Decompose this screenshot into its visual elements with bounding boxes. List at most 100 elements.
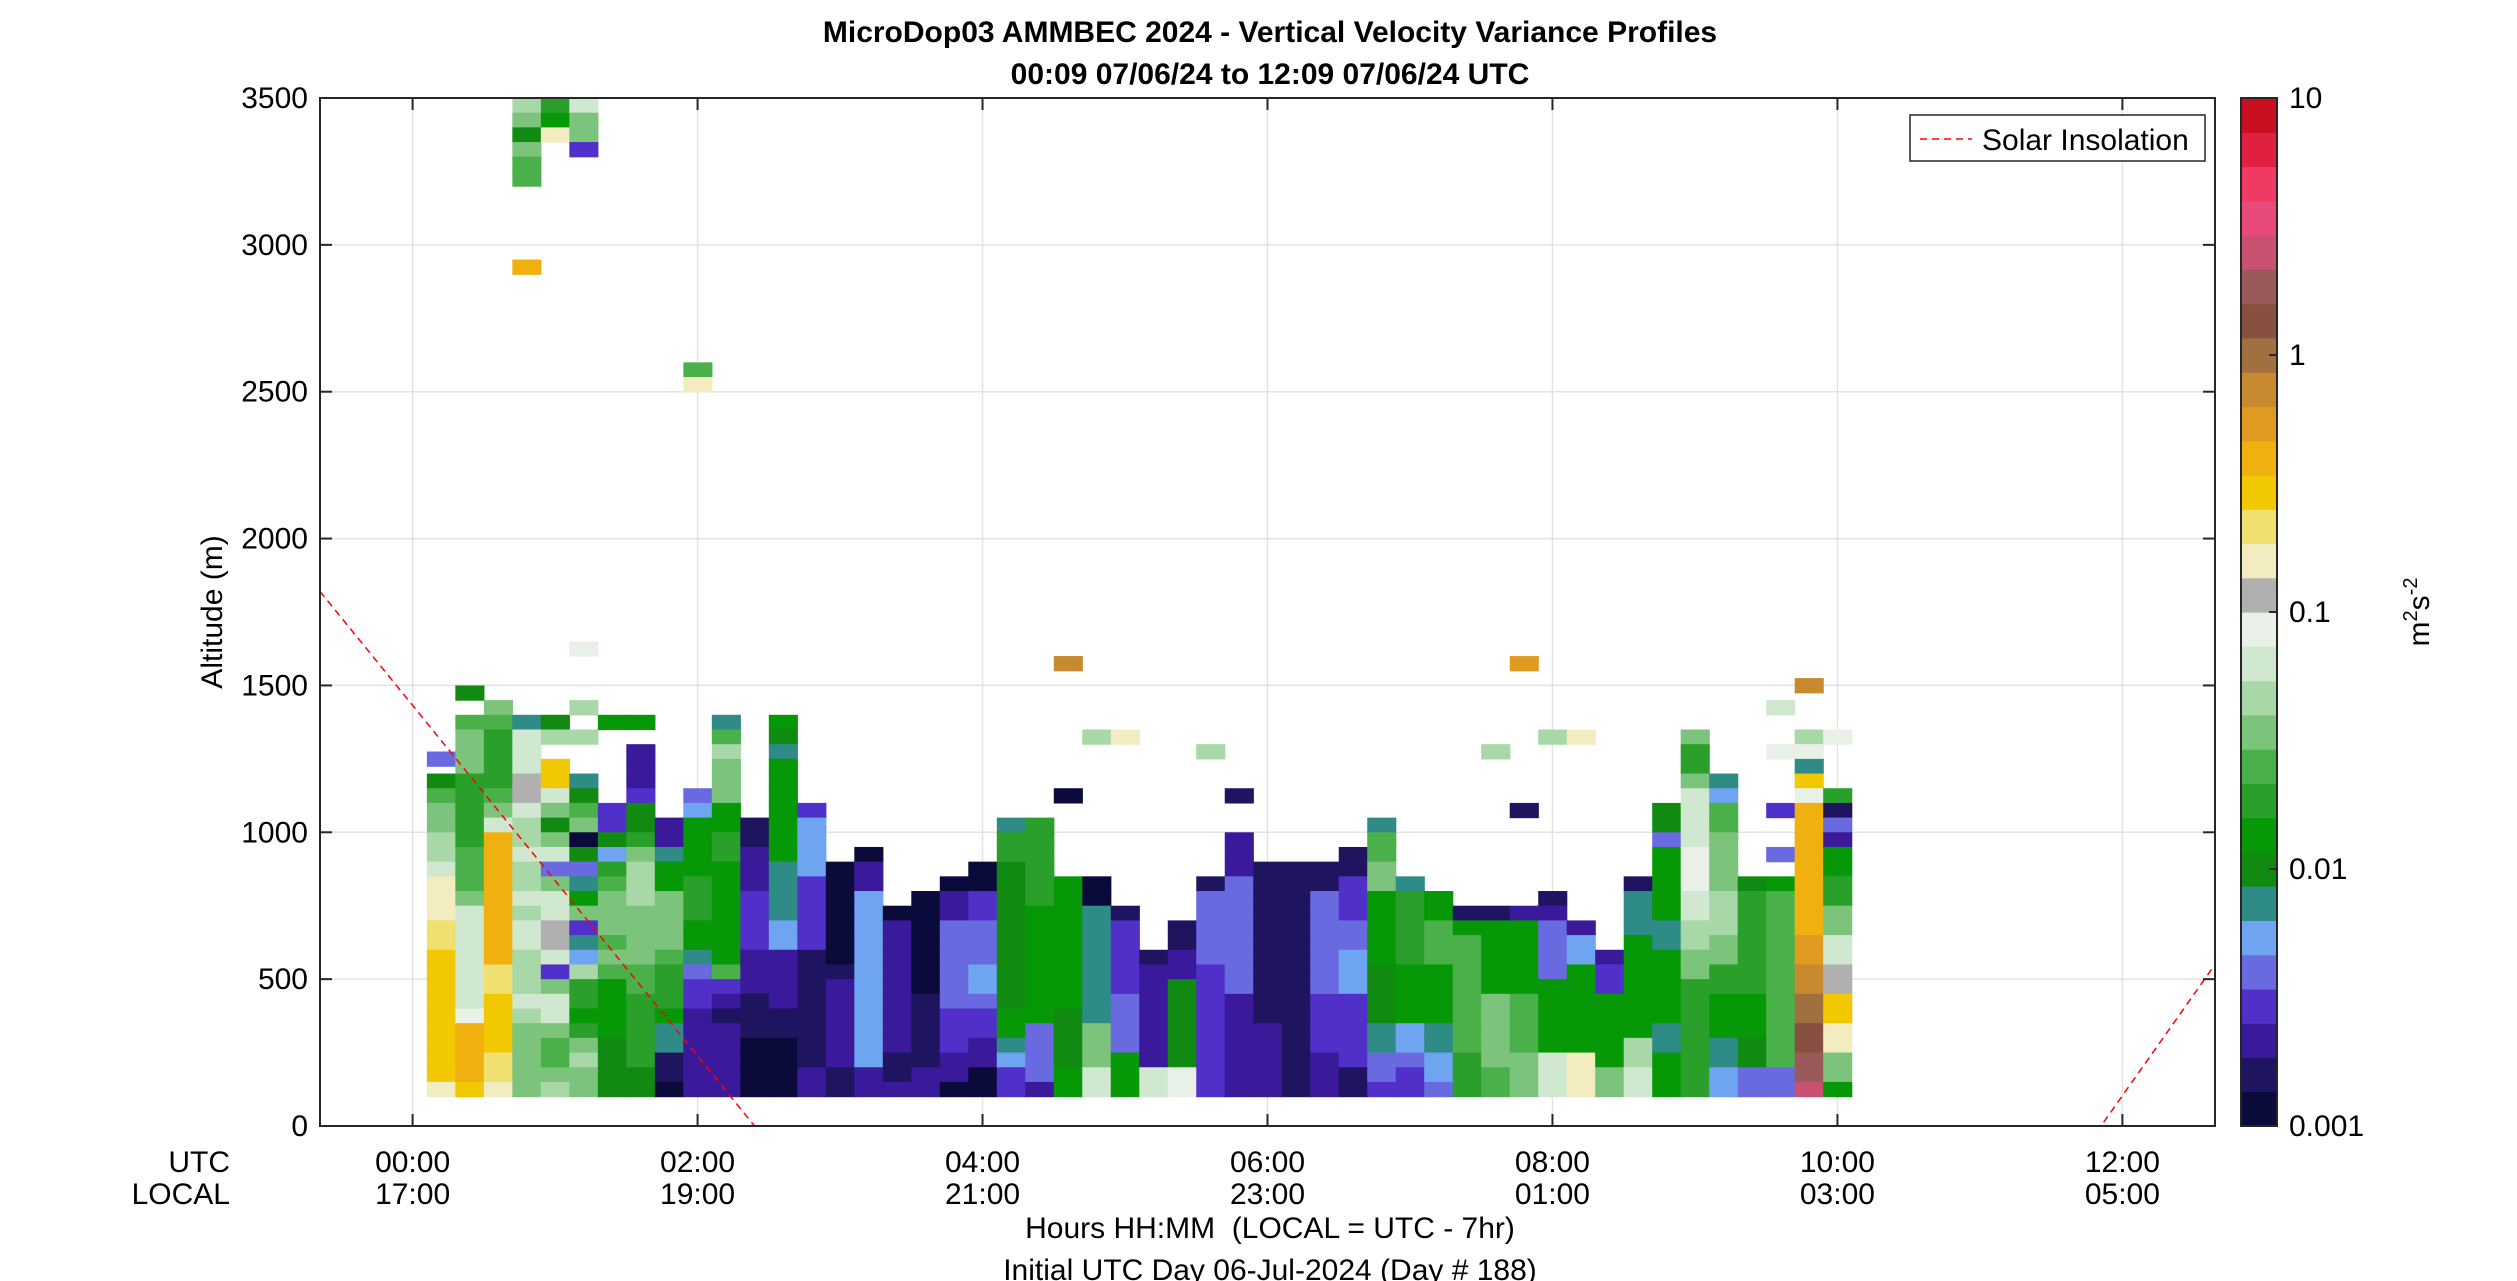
- heatmap-cell: [1481, 1037, 1511, 1054]
- x-tick-label-utc: 12:00: [2085, 1146, 2160, 1179]
- heatmap-cell: [540, 1081, 570, 1098]
- heatmap-cell: [683, 377, 713, 393]
- x-tick-label-local: 23:00: [1230, 1178, 1305, 1211]
- heatmap-cell: [597, 1052, 627, 1068]
- heatmap-cell: [569, 817, 599, 833]
- heatmap-cell: [996, 993, 1026, 1010]
- heatmap-cell: [1196, 1081, 1226, 1098]
- heatmap-cell: [996, 1008, 1026, 1024]
- heatmap-cell: [455, 846, 485, 863]
- heatmap-cell: [1538, 1008, 1568, 1024]
- heatmap-cell: [683, 1081, 713, 1098]
- heatmap-cell: [1766, 1008, 1796, 1024]
- heatmap-cell: [797, 949, 827, 966]
- heatmap-cell: [1367, 861, 1397, 877]
- heatmap-cell: [626, 876, 656, 892]
- heatmap-cell: [569, 98, 599, 114]
- heatmap-cell: [1794, 758, 1824, 775]
- heatmap-cell: [1082, 1037, 1112, 1054]
- heatmap-cell: [1823, 1008, 1853, 1024]
- heatmap-cell: [1025, 935, 1055, 951]
- heatmap-cell: [1623, 1067, 1653, 1083]
- heatmap-cell: [768, 1067, 798, 1083]
- y-tick-label: 0: [291, 1110, 308, 1143]
- heatmap-cell: [626, 891, 656, 907]
- heatmap-cell: [1709, 964, 1739, 980]
- heatmap-cell: [683, 832, 713, 848]
- heatmap-cell: [483, 773, 513, 789]
- heatmap-cell: [426, 891, 456, 907]
- heatmap-cell: [1281, 949, 1311, 966]
- heatmap-cell: [1053, 905, 1083, 921]
- heatmap-cell: [711, 1081, 741, 1098]
- heatmap-cell: [1595, 1008, 1625, 1024]
- heatmap-cell: [1196, 979, 1226, 995]
- heatmap-cell: [1509, 802, 1539, 819]
- heatmap-cell: [968, 1067, 998, 1083]
- heatmap-cell: [683, 905, 713, 921]
- heatmap-cell: [968, 979, 998, 995]
- heatmap-cell: [455, 964, 485, 980]
- heatmap-cell: [996, 876, 1026, 892]
- heatmap-cell: [768, 1081, 798, 1098]
- heatmap-cell: [1509, 964, 1539, 980]
- heatmap-cell: [1424, 1008, 1454, 1024]
- heatmap-cell: [483, 846, 513, 863]
- heatmap-cell: [1110, 964, 1140, 980]
- heatmap-cell: [1623, 1023, 1653, 1039]
- heatmap-cell: [426, 802, 456, 819]
- heatmap-cell: [1053, 1023, 1083, 1039]
- heatmap-cell: [939, 1067, 969, 1083]
- heatmap-cell: [540, 729, 570, 745]
- heatmap-cell: [711, 1037, 741, 1054]
- heatmap-cell: [1053, 949, 1083, 966]
- heatmap-cell: [1367, 817, 1397, 833]
- heatmap-cell: [512, 259, 542, 275]
- heatmap-cell: [512, 935, 542, 951]
- heatmap-cell: [1538, 1081, 1568, 1098]
- heatmap-cell: [882, 949, 912, 966]
- heatmap-cell: [455, 905, 485, 921]
- heatmap-cell: [1794, 891, 1824, 907]
- heatmap-cell: [1794, 979, 1824, 995]
- colorbar-segment: [2241, 714, 2277, 750]
- heatmap-cell: [512, 817, 542, 833]
- heatmap-cell: [455, 1052, 485, 1068]
- heatmap-cell: [1538, 949, 1568, 966]
- heatmap-cell: [455, 1008, 485, 1024]
- heatmap-cell: [1652, 920, 1682, 936]
- heatmap-cell: [1823, 935, 1853, 951]
- heatmap-cell: [1224, 891, 1254, 907]
- heatmap-cell: [1053, 920, 1083, 936]
- heatmap-cell: [540, 979, 570, 995]
- heatmap-cell: [939, 920, 969, 936]
- heatmap-cell: [1367, 1081, 1397, 1098]
- heatmap-cell: [1053, 1067, 1083, 1083]
- heatmap-cell: [512, 1067, 542, 1083]
- colorbar-segment: [2241, 988, 2277, 1024]
- heatmap-cell: [1766, 920, 1796, 936]
- heatmap-cell: [1281, 1067, 1311, 1083]
- x-tick-label-utc: 08:00: [1515, 1146, 1590, 1179]
- heatmap-cell: [1680, 846, 1710, 863]
- heatmap-cell: [626, 773, 656, 789]
- heatmap-cell: [1395, 1067, 1425, 1083]
- heatmap-cell: [483, 700, 513, 716]
- heatmap-cell: [540, 112, 570, 128]
- heatmap-cell: [1595, 1081, 1625, 1098]
- heatmap-cell: [1395, 949, 1425, 966]
- heatmap-cell: [1680, 1008, 1710, 1024]
- heatmap-cell: [1367, 1008, 1397, 1024]
- heatmap-cell: [512, 112, 542, 128]
- heatmap-cell: [483, 832, 513, 848]
- heatmap-cell: [426, 773, 456, 789]
- heatmap-cell: [683, 846, 713, 863]
- heatmap-cell: [569, 773, 599, 789]
- heatmap-cell: [797, 1081, 827, 1098]
- heatmap-cell: [569, 993, 599, 1010]
- heatmap-cell: [597, 832, 627, 848]
- heatmap-cell: [540, 832, 570, 848]
- heatmap-cell: [825, 964, 855, 980]
- heatmap-cell: [911, 935, 941, 951]
- heatmap-cell: [1424, 979, 1454, 995]
